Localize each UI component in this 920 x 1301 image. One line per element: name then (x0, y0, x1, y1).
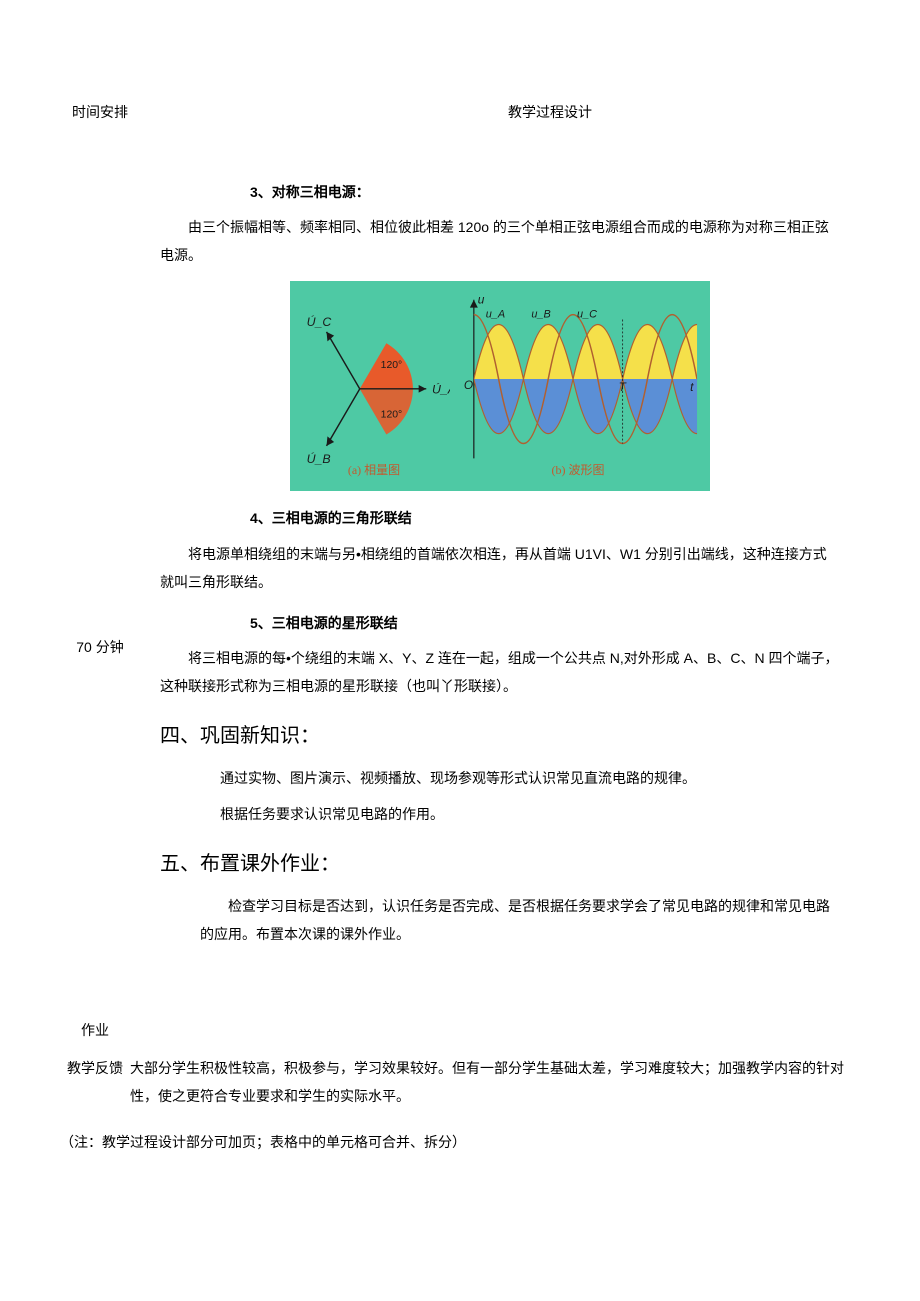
footnote: （注：教学过程设计部分可加页；表格中的单元格可合并、拆分） (60, 1130, 860, 1155)
homework-text (130, 1016, 860, 1044)
wave-caption: (b) 波形图 (552, 460, 605, 482)
heading4-line2: 根据任务要求认识常见电路的作用。 (220, 800, 840, 828)
wave-svg: O u t T u_A u_B u_C (454, 289, 702, 483)
phasor-arrowhead-b (327, 437, 335, 447)
time-header-text: 时间安排 (72, 104, 128, 120)
phasor-arrowhead-a (419, 385, 427, 393)
wave-period-label: T (619, 380, 627, 394)
phasor-label-uc: Ú_C (307, 315, 332, 330)
phasor-arrow-c (327, 332, 360, 389)
wave-y-arrowhead (470, 300, 478, 308)
phasor-svg: Ú_A Ú_C Ú_B 120° 120° (298, 289, 450, 483)
process-title: 教学过程设计 (140, 100, 860, 125)
time-side-column: 70 分钟 (60, 165, 140, 956)
phasor-arrowhead-c (327, 332, 335, 342)
section5-title: 5、三相电源的星形联结 (250, 611, 840, 636)
wave-series-c: u_C (577, 309, 597, 321)
section5-body: 将三相电源的每•个绕组的末端 X、Y、Z 连在一起，组成一个公共点 N,对外形成… (160, 644, 840, 700)
phasor-caption: (a) 相量图 (348, 460, 400, 482)
footer-block: 作业 教学反馈 大部分学生积极性较高，积极参与，学习效果较好。但有一部分学生基础… (60, 1016, 860, 1110)
wave-series-a: u_A (486, 309, 505, 321)
phasor-angle-1: 120° (381, 360, 403, 371)
three-phase-diagram: Ú_A Ú_C Ú_B 120° 120° (a) 相量图 (290, 281, 710, 491)
wave-origin: O (464, 378, 473, 392)
section4-title: 4、三相电源的三角形联结 (250, 506, 840, 531)
wave-panel: O u t T u_A u_B u_C (b) 波形图 (454, 289, 702, 483)
header-row: 时间安排 教学过程设计 (60, 100, 860, 125)
wave-y-label: u (478, 293, 485, 307)
phasor-label-ub: Ú_B (307, 451, 331, 466)
feedback-row: 教学反馈 大部分学生积极性较高，积极参与，学习效果较好。但有一部分学生基础太差，… (60, 1054, 860, 1110)
heading4-title: 四、巩固新知识： (160, 718, 840, 754)
time-value: 70 分钟 (60, 635, 140, 660)
heading5-title: 五、布置课外作业： (160, 846, 840, 882)
feedback-label: 教学反馈 (60, 1054, 130, 1110)
section4-body: 将电源单相绕组的末端与另•相绕组的首端依次相连，再从首端 U1VI、W1 分别引… (160, 540, 840, 596)
phasor-arrow-b (327, 389, 360, 446)
content-wrapper: 70 分钟 3、对称三相电源： 由三个振幅相等、频率相同、相位彼此相差 120o… (60, 165, 860, 956)
phasor-label-ua: Ú_A (432, 382, 450, 397)
section3-body: 由三个振幅相等、频率相同、相位彼此相差 120o 的三个单相正弦电源组合而成的电… (160, 213, 840, 269)
phasor-angle-2: 120° (381, 410, 403, 421)
homework-row: 作业 (60, 1016, 860, 1044)
wave-top-fill (474, 325, 702, 380)
diagram-container: Ú_A Ú_C Ú_B 120° 120° (a) 相量图 (160, 281, 840, 491)
wave-bottom-fill (474, 379, 702, 434)
homework-label: 作业 (60, 1016, 130, 1044)
feedback-text: 大部分学生积极性较高，积极参与，学习效果较好。但有一部分学生基础太差，学习难度较… (130, 1054, 860, 1110)
phasor-panel: Ú_A Ú_C Ú_B 120° 120° (a) 相量图 (298, 289, 450, 483)
heading4-line1: 通过实物、图片演示、视频播放、现场参观等形式认识常见直流电路的规律。 (220, 764, 840, 792)
wave-series-b: u_B (531, 309, 550, 321)
section3-title: 3、对称三相电源： (250, 180, 840, 205)
main-content: 3、对称三相电源： 由三个振幅相等、频率相同、相位彼此相差 120o 的三个单相… (140, 165, 860, 956)
time-column-header: 时间安排 (60, 100, 140, 125)
heading5-body: 检查学习目标是否达到，认识任务是否完成、是否根据任务要求学会了常见电路的规律和常… (200, 892, 840, 948)
